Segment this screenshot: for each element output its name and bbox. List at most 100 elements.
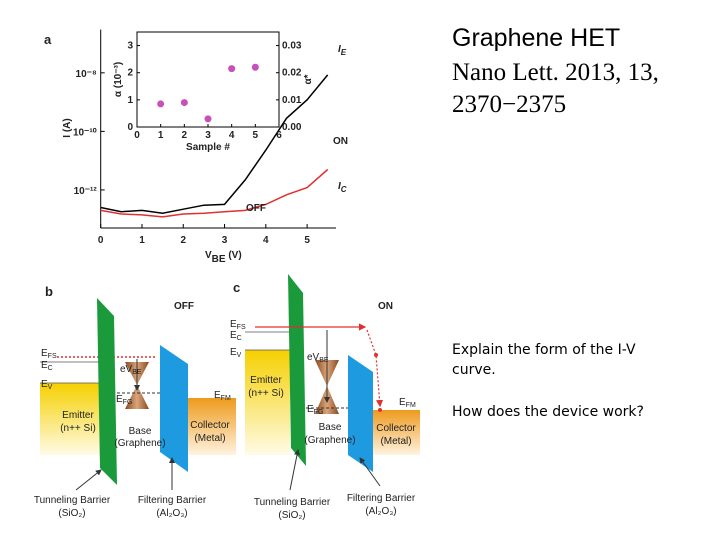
region-label: Collector <box>376 423 416 434</box>
x-tick-label: 1 <box>158 130 164 141</box>
electron <box>378 408 382 412</box>
emitter-band <box>40 383 100 455</box>
y-tick-label: 10⁻¹² <box>74 186 98 197</box>
tunneling-barrier <box>288 274 306 466</box>
level-main: E <box>399 397 406 408</box>
figure: a b OFF EFS EC EV eVBE EFG EFM Emitter (… <box>34 29 420 521</box>
point <box>180 99 188 107</box>
barrier-label: Tunneling Barrier <box>34 495 111 506</box>
level-sub: FG <box>123 399 133 406</box>
series-name: I <box>338 44 341 55</box>
level-label: eVBE <box>307 352 329 364</box>
level-label: EFS <box>41 348 57 360</box>
filtering-barrier <box>348 355 373 472</box>
region-label: (n++ Si) <box>248 388 284 399</box>
panel-b: b OFF EFS EC EV eVBE EFG EFM Emitter (n+… <box>34 284 236 519</box>
y2-axis-label: α* <box>303 74 314 84</box>
filtering-barrier <box>160 345 188 472</box>
level-sub: FM <box>221 395 231 402</box>
level-main: E <box>214 390 221 401</box>
level-main: E <box>307 404 314 415</box>
series-label: IE <box>338 44 347 57</box>
y-tick-label: 10⁻¹⁰ <box>73 127 97 138</box>
region-label: (Graphene) <box>304 435 355 446</box>
barrier-label: (Al₂O₃) <box>365 506 396 517</box>
pointer <box>289 449 300 491</box>
level-main: E <box>230 319 237 330</box>
panel-c: c ON EFS EC EV eVBE EFG EFM Emitter (n++… <box>230 274 420 521</box>
y-axis-label: I (A) <box>62 118 73 137</box>
level-label: EV <box>41 379 53 391</box>
citation: Nano Lett. 2013, 13, <box>452 59 659 86</box>
point <box>251 63 259 71</box>
annotation: OFF <box>246 203 266 214</box>
level-sub: V <box>237 352 242 359</box>
question: How does the device work? <box>452 404 644 420</box>
y-tick-label: 1 <box>127 95 133 106</box>
electron-path <box>366 329 384 408</box>
level-sub: FS <box>237 324 246 331</box>
region-label: (n++ Si) <box>60 423 96 434</box>
level-main: E <box>41 360 48 371</box>
x-tick-label: 5 <box>253 130 259 141</box>
series-name: I <box>338 181 341 192</box>
x-tick-label: 0 <box>134 130 140 141</box>
level-label: EFS <box>230 319 246 331</box>
inset-frame <box>136 31 280 128</box>
level-label: eVBE <box>120 364 142 376</box>
x-tick-label: 5 <box>304 235 310 246</box>
barrier-label: Filtering Barrier <box>347 493 416 504</box>
barrier-label: Tunneling Barrier <box>254 497 331 508</box>
tunneling-barrier <box>97 298 117 485</box>
pointer <box>75 469 102 491</box>
level-main: eV <box>307 352 320 363</box>
level-main: E <box>230 330 237 341</box>
level-sub: BE <box>132 369 142 376</box>
level-label: EFM <box>214 390 231 402</box>
y-tick-label: 10⁻⁸ <box>76 69 97 80</box>
level-label: EC <box>41 360 53 372</box>
series-line <box>100 168 329 218</box>
x-label-main: V <box>205 250 212 261</box>
x-tick-label: 6 <box>276 130 282 141</box>
x-label-sub: BE <box>212 254 226 265</box>
x-tick-label: 2 <box>180 235 186 246</box>
level-label: EV <box>230 347 242 359</box>
y2-tick-label: 0.03 <box>282 41 302 52</box>
x-tick-label: 3 <box>222 235 228 246</box>
barrier-label: Filtering Barrier <box>138 495 207 506</box>
region-label: Base <box>129 426 152 437</box>
level-label: EFM <box>399 397 416 409</box>
x-tick-label: 0 <box>98 235 104 246</box>
y2-tick-label: 0.00 <box>282 122 302 133</box>
panel-letter: a <box>44 32 52 47</box>
barrier-label: (Al₂O₃) <box>156 508 187 519</box>
level-main: E <box>41 379 48 390</box>
barrier-label: (SiO₂) <box>278 510 305 521</box>
electron <box>374 353 378 357</box>
x-tick-label: 2 <box>182 130 188 141</box>
level-sub: C <box>237 335 242 342</box>
emitter-band <box>245 350 290 455</box>
level-main: eV <box>120 364 133 375</box>
series-sub: C <box>341 185 347 194</box>
x-label-unit: (V) <box>226 250 242 261</box>
point <box>204 115 212 123</box>
annotation: ON <box>333 136 348 147</box>
region-label: Base <box>319 422 342 433</box>
region-label: Emitter <box>62 410 94 421</box>
state-label: OFF <box>174 301 194 312</box>
level-main: E <box>230 347 237 358</box>
collector-band <box>373 410 420 455</box>
collector-band <box>188 398 236 455</box>
question: Explain the form of the I-V <box>452 342 636 358</box>
region-label: (Metal) <box>380 436 411 447</box>
x-tick-label: 4 <box>263 235 269 246</box>
panel-letter: b <box>45 284 53 299</box>
region-label: (Metal) <box>194 433 225 444</box>
series-sub: E <box>341 48 347 57</box>
level-sub: C <box>48 365 53 372</box>
series-line <box>100 74 329 214</box>
level-label: EFG <box>116 394 132 406</box>
pointer <box>359 457 381 487</box>
